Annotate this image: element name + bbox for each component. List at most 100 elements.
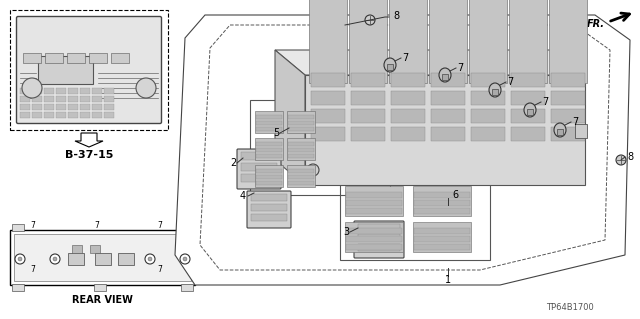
- Bar: [44, 96, 54, 102]
- Bar: [20, 88, 30, 94]
- Bar: [92, 112, 102, 118]
- Bar: [492, 89, 498, 95]
- Bar: [288, 121, 314, 125]
- Bar: [414, 244, 470, 250]
- Text: TP64B1700: TP64B1700: [546, 302, 594, 311]
- Polygon shape: [275, 50, 585, 75]
- Bar: [104, 112, 114, 118]
- Bar: [32, 112, 42, 118]
- Bar: [56, 112, 66, 118]
- Bar: [111, 53, 129, 63]
- Bar: [340, 175, 490, 260]
- Polygon shape: [175, 15, 630, 285]
- Polygon shape: [75, 133, 103, 147]
- Text: 7: 7: [572, 117, 579, 127]
- Bar: [511, 91, 545, 105]
- Bar: [288, 181, 314, 185]
- Bar: [309, 0, 347, 83]
- Bar: [44, 104, 54, 110]
- Bar: [389, 0, 427, 83]
- Bar: [68, 112, 78, 118]
- Bar: [311, 127, 345, 141]
- Bar: [20, 112, 30, 118]
- Bar: [256, 181, 282, 185]
- Bar: [90, 245, 100, 253]
- Bar: [95, 253, 111, 265]
- Bar: [255, 165, 283, 187]
- Bar: [442, 74, 448, 80]
- Bar: [414, 192, 470, 198]
- Bar: [241, 152, 277, 160]
- Bar: [391, 109, 425, 123]
- Bar: [10, 230, 195, 285]
- Bar: [288, 169, 314, 173]
- Bar: [471, 73, 505, 87]
- Bar: [12, 224, 24, 231]
- Ellipse shape: [439, 68, 451, 82]
- Bar: [345, 222, 403, 252]
- Bar: [471, 91, 505, 105]
- Bar: [241, 174, 277, 182]
- Bar: [256, 154, 282, 158]
- Bar: [471, 109, 505, 123]
- Bar: [288, 154, 314, 158]
- Bar: [351, 109, 385, 123]
- Circle shape: [148, 257, 152, 261]
- Bar: [56, 88, 66, 94]
- Circle shape: [136, 78, 156, 98]
- Bar: [575, 124, 587, 138]
- Bar: [56, 96, 66, 102]
- Bar: [181, 284, 193, 291]
- FancyBboxPatch shape: [237, 149, 281, 189]
- Bar: [311, 109, 345, 123]
- Bar: [431, 73, 465, 87]
- Bar: [311, 91, 345, 105]
- Bar: [351, 73, 385, 87]
- Bar: [358, 224, 400, 231]
- Bar: [287, 138, 315, 160]
- Bar: [346, 228, 402, 234]
- Bar: [23, 53, 41, 63]
- Circle shape: [365, 15, 375, 25]
- Bar: [549, 0, 587, 83]
- Bar: [80, 112, 90, 118]
- Bar: [68, 96, 78, 102]
- Circle shape: [145, 254, 155, 264]
- Text: 7: 7: [31, 220, 35, 229]
- Circle shape: [18, 257, 22, 261]
- Bar: [94, 284, 106, 291]
- Bar: [104, 96, 114, 102]
- Bar: [557, 129, 563, 135]
- Bar: [256, 115, 282, 119]
- Text: 7: 7: [157, 220, 163, 229]
- Bar: [551, 109, 585, 123]
- Bar: [255, 111, 283, 133]
- Bar: [346, 244, 402, 250]
- Bar: [346, 192, 402, 198]
- FancyBboxPatch shape: [354, 221, 404, 258]
- Text: 7: 7: [157, 265, 163, 275]
- Text: 8: 8: [627, 152, 633, 162]
- Bar: [67, 53, 85, 63]
- Text: 4: 4: [240, 191, 246, 201]
- Ellipse shape: [489, 83, 501, 97]
- Bar: [288, 175, 314, 179]
- Bar: [89, 53, 107, 63]
- Text: 1: 1: [445, 275, 451, 285]
- Bar: [345, 186, 403, 216]
- Circle shape: [307, 164, 319, 176]
- Text: 5: 5: [273, 128, 279, 138]
- Bar: [80, 104, 90, 110]
- Text: 2: 2: [230, 158, 236, 168]
- Bar: [311, 73, 345, 87]
- Bar: [551, 127, 585, 141]
- Bar: [471, 127, 505, 141]
- Bar: [287, 165, 315, 187]
- Bar: [80, 88, 90, 94]
- Bar: [251, 214, 287, 221]
- Bar: [68, 253, 84, 265]
- Ellipse shape: [384, 58, 396, 72]
- Bar: [346, 200, 402, 206]
- Bar: [32, 104, 42, 110]
- Bar: [288, 115, 314, 119]
